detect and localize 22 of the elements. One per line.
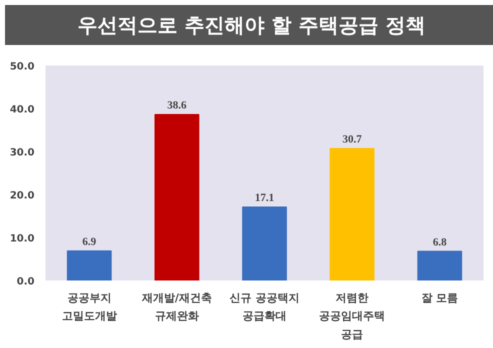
chart-title: 우선적으로 추진해야 할 주택공급 정책 <box>78 12 426 39</box>
y-tick-label: 50.0 <box>10 62 35 72</box>
data-label: 30.7 <box>342 133 362 146</box>
data-label: 17.1 <box>254 192 274 204</box>
x-tick-label: 재개발/재건축 규제완화 <box>140 292 212 323</box>
x-tick-label: 잘 모름 <box>421 292 458 304</box>
data-label: 38.6 <box>167 100 188 112</box>
y-tick-label: 0.0 <box>16 276 35 288</box>
bar <box>66 250 112 280</box>
y-tick-label: 30.0 <box>10 148 35 158</box>
bar <box>417 250 462 280</box>
bar <box>242 206 287 280</box>
bar <box>154 114 200 280</box>
y-tick-label: 40.0 <box>10 104 35 116</box>
x-tick-label: 공공부지 고밀도개발 <box>62 292 117 323</box>
x-tick-label: 신규 공공택지 공급확대 <box>230 292 300 323</box>
bar <box>330 148 374 280</box>
x-tick-label: 저렴한 공공임대주택 공급 <box>319 292 386 341</box>
data-label: 6.8 <box>432 236 448 248</box>
y-tick-label: 10.0 <box>10 234 35 244</box>
data-label: 6.9 <box>82 236 97 248</box>
y-tick-label: 20.0 <box>10 190 35 202</box>
